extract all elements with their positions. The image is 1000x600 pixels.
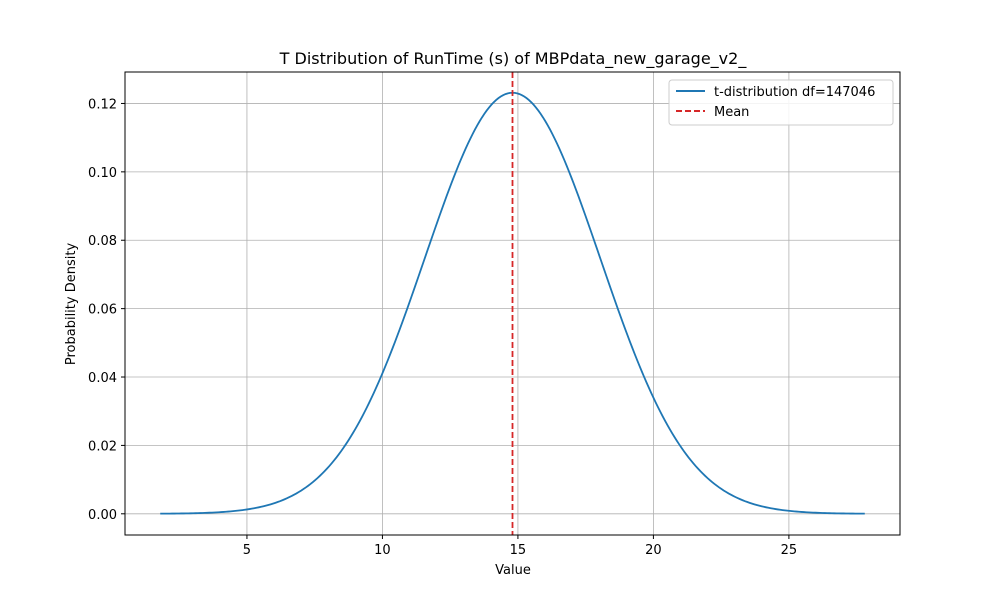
y-axis-label: Probability Density xyxy=(64,243,79,366)
y-tick-label: 0.06 xyxy=(88,303,117,318)
y-tick-label: 0.00 xyxy=(88,508,117,523)
y-axis: 0.00 0.02 0.04 0.06 0.08 0.10 0.12 xyxy=(88,97,125,523)
chart-title: T Distribution of RunTime (s) of MBPdata… xyxy=(279,49,748,69)
legend-entry-mean: Mean xyxy=(714,105,749,120)
x-tick-label: 5 xyxy=(243,543,251,558)
legend-box xyxy=(668,79,894,126)
x-axis: 5 10 15 20 25 xyxy=(243,535,797,558)
legend-entry-curve: t-distribution df=147046 xyxy=(714,85,875,100)
y-tick-label: 0.08 xyxy=(88,234,117,249)
plot-frame xyxy=(124,71,901,536)
legend: t-distribution df=147046 Mean xyxy=(668,79,894,126)
y-tick-label: 0.10 xyxy=(88,166,117,181)
x-tick-label: 10 xyxy=(374,543,391,558)
y-tick-label: 0.04 xyxy=(88,371,117,386)
y-tick-label: 0.02 xyxy=(88,439,117,454)
plot-area xyxy=(160,72,865,535)
grid xyxy=(125,72,900,535)
y-tick-label: 0.12 xyxy=(88,97,117,112)
x-axis-label: Value xyxy=(495,563,531,578)
x-tick-label: 15 xyxy=(510,543,527,558)
x-tick-label: 25 xyxy=(781,543,798,558)
x-tick-label: 20 xyxy=(645,543,662,558)
